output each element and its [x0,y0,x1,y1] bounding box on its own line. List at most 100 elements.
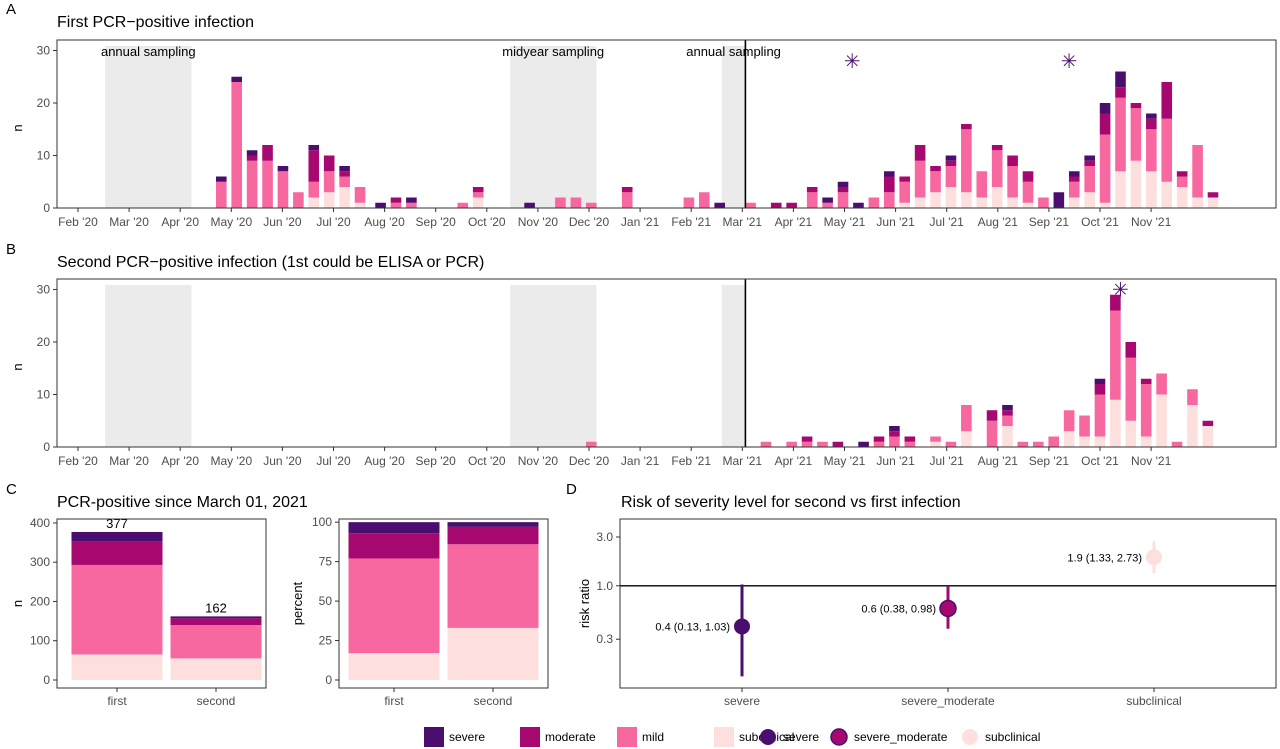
bar-segment-mild [348,558,440,654]
panel-C2: first second 0 25 50 75 100 percent [290,515,549,708]
sampling-period-label: midyear sampling [502,44,604,59]
y-tick-label: 0 [43,673,50,687]
legend-swatch-subclinical [714,727,734,747]
bar-segment-mild [262,160,273,208]
y-tick-label: 20 [37,96,51,110]
bar-segment-mild [683,197,695,208]
bar-segment-moderate [873,436,885,442]
bar-segment-severe [231,76,243,82]
bar-segment-subclinical [991,187,1003,208]
x-tick-label: Oct '21 [1081,215,1119,229]
bar-segment-severe [853,202,864,208]
x-tick-label: Jun '21 [876,454,915,468]
x-tick-label: Nov '20 [518,454,559,468]
bar-segment-mild [308,181,320,198]
y-axis-label: n [10,124,25,131]
bar-segment-moderate [786,202,797,208]
bar-segment-mild [698,192,710,208]
bar-segment-subclinical [1140,436,1152,447]
bar-segment-mild [246,160,258,208]
bar-segment-mild [914,160,926,198]
bar-segment-subclinical [1084,192,1095,208]
x-tick-label: second [474,694,513,708]
panel-border [56,278,1277,448]
bar-segment-severe [524,202,535,208]
bar-segment-subclinical [1110,399,1121,447]
bar-segment-mild [904,441,916,447]
bar-segment-moderate [621,187,633,193]
bar-segment-subclinical [1063,431,1075,447]
bar-segment-mild [868,197,880,208]
bar-segment-mild [961,129,972,193]
sampling-period-shade [510,285,597,447]
bar-segment-severe [714,202,726,208]
bar-segment-mild [760,441,772,447]
y-tick-label: 30 [37,283,51,297]
x-tick-label: Jan '21 [621,454,660,468]
x-tick-label: Jul '20 [316,215,351,229]
bar-segment-moderate [1176,171,1188,177]
bar-segment-mild [945,166,957,187]
x-tick-label: Dec '20 [569,215,610,229]
bar-segment-subclinical [1079,436,1090,447]
y-tick-label: 50 [319,594,333,608]
bar-segment-mild [231,82,243,208]
bar-segment-subclinical [1192,197,1203,208]
y-tick-label: 0.3 [596,632,613,646]
bar-segment-subclinical [1007,197,1018,208]
point-subclinical [1146,549,1162,566]
legend-swatch-severe [424,727,444,747]
bar-segment-subclinical [354,202,366,208]
bar-segment-moderate [832,441,844,447]
bar-segment-severe [1002,405,1013,411]
x-tick-label: Jul '21 [930,454,965,468]
x-tick-label: Oct '20 [468,454,506,468]
x-tick-label: Jun '20 [263,454,302,468]
y-tick-label: 300 [30,555,50,569]
bar-segment-moderate [1002,410,1013,416]
point-label: 0.6 (0.38, 0.98) [861,603,936,615]
bar-segment-mild [1171,441,1183,447]
x-tick-label: Aug '21 [978,215,1019,229]
bar-segment-subclinical [1176,187,1188,208]
legend: severe moderate mild subclinical severe sever… [424,727,1040,747]
bar-segment-severe [246,150,258,156]
bar-segment-mild [215,181,227,208]
bar-segment-moderate [339,171,350,177]
bar-segment-severe [308,145,320,151]
bar-segment-moderate [1094,384,1106,395]
bar-segment-severe [1099,103,1111,114]
panel-letter: A [6,1,16,18]
y-tick-label: 3.0 [596,530,613,544]
point-severe_moderate [939,599,957,618]
bar-segment-subclinical [961,192,972,208]
x-tick-label: May '20 [210,215,252,229]
panel-letter: C [6,481,17,498]
legend-label: mild [642,730,664,744]
bar-segment-moderate [1115,87,1126,98]
bar-segment-moderate [71,541,163,565]
bar-segment-moderate [930,166,941,172]
y-tick-label: 10 [37,388,51,402]
panel-border [338,518,549,689]
bar-segment-moderate [889,431,900,437]
panel-title: PCR-positive since March 01, 2021 [57,494,308,511]
x-tick-label: Mar '21 [722,454,762,468]
bar-segment-moderate [1146,118,1157,130]
x-tick-label: May '21 [824,215,866,229]
bar-segment-mild [1094,394,1106,437]
bar-segment-moderate [390,197,402,203]
panel-letter: B [6,241,16,258]
point-severe [734,618,750,635]
bar-segment-mild [899,181,910,203]
panel-C1: C PCR-positive since March 01, 2021 377 fir… [6,481,308,708]
sampling-period-shade [721,46,746,208]
bar-segment-mild [945,441,957,447]
bar-segment-subclinical [1156,394,1167,447]
bar-segment-mild [1063,410,1075,432]
bar-segment-severe [170,616,262,619]
sampling-period-shade [510,46,597,208]
bar-segment-mild [801,441,813,447]
bar-segment-mild [1038,197,1049,208]
bar-segment-moderate [348,533,440,559]
